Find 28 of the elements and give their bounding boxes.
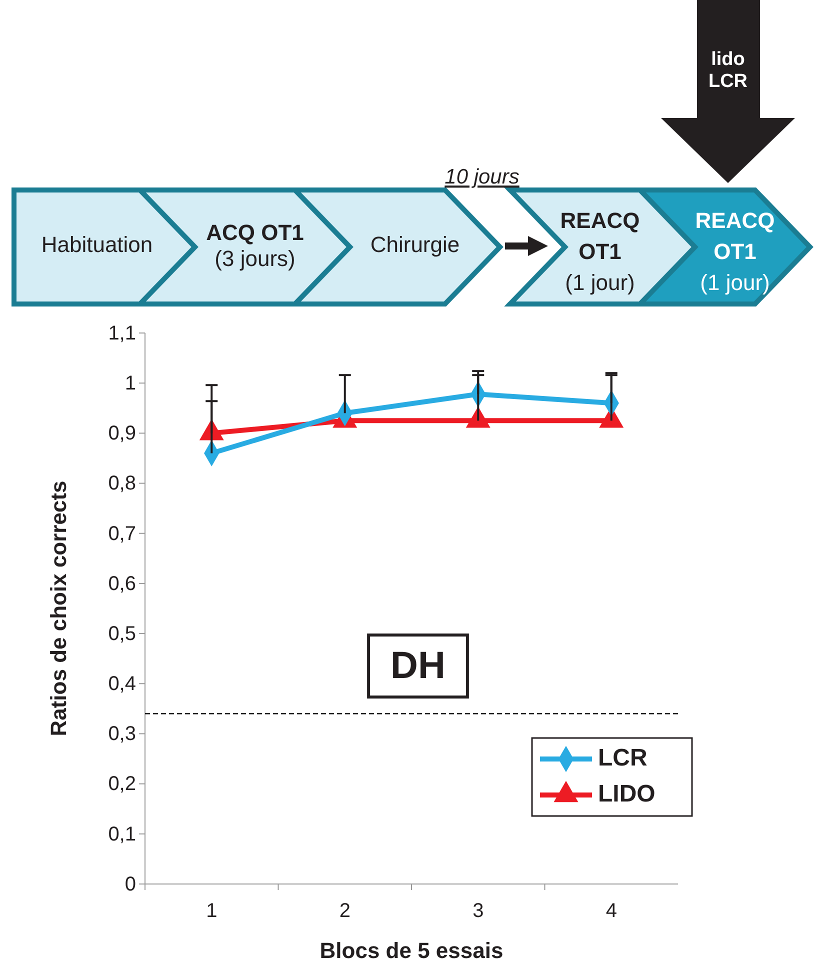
legend-label: LCR [598, 744, 648, 772]
y-tick-label: 1 [124, 372, 136, 394]
text: REACQ OT1 (1 jour) [695, 208, 775, 295]
text: ACQ OT1 (3 jours) [206, 220, 304, 272]
x-tick-label: 3 [472, 900, 484, 922]
text: REACQ OT1 (1 jour) [560, 208, 640, 295]
y-tick-label: 0,9 [108, 422, 136, 445]
text: lido LCR [708, 49, 748, 92]
text: Habituation [41, 232, 153, 257]
y-tick-label: 0,6 [108, 572, 136, 595]
y-tick-label: 0,8 [108, 472, 136, 495]
x-tick-label: 2 [339, 900, 350, 922]
y-tick-label: 0,2 [108, 773, 136, 796]
y-tick-label: 0,5 [108, 622, 136, 645]
text: Chirurgie [370, 232, 460, 257]
y-tick-label: 0,7 [108, 522, 136, 545]
legend-label: LIDO [598, 780, 656, 808]
x-tick-label: 4 [606, 900, 617, 922]
y-tick-label: 1,1 [108, 322, 136, 344]
annotation: DH [390, 645, 446, 688]
y-tick-label: 0,1 [108, 823, 136, 846]
x-axis-title: Blocs de 5 essais [320, 938, 504, 963]
y-tick-label: 0,3 [108, 723, 136, 746]
text: 10 jours [444, 166, 520, 189]
y-tick-label: 0,4 [108, 673, 136, 696]
x-tick-label: 1 [206, 900, 218, 922]
y-axis-title: Ratios de choix corrects [46, 480, 71, 736]
y-tick-label: 0 [124, 873, 136, 896]
